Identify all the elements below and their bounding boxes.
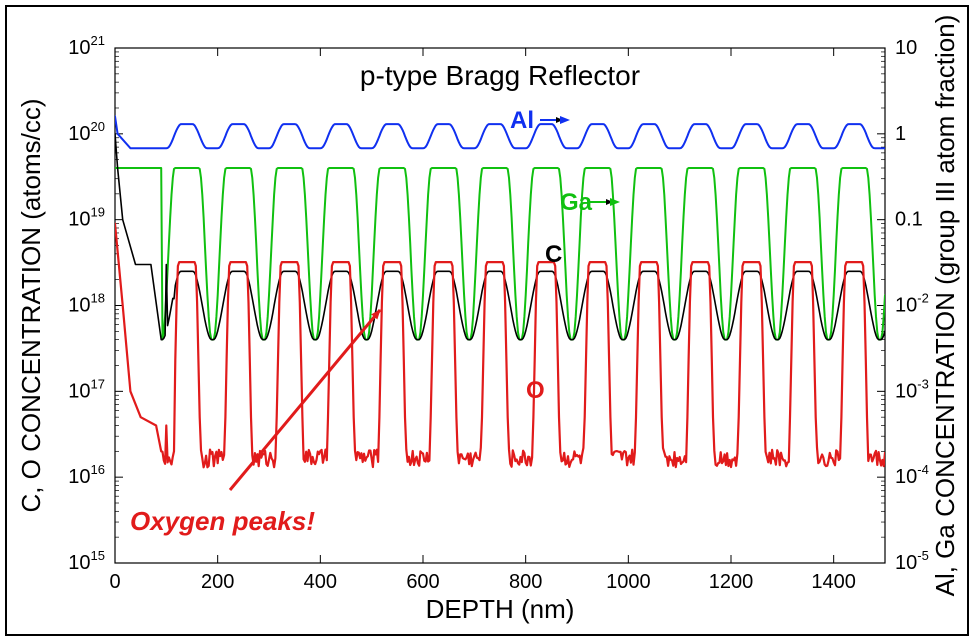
chart-svg: 0 200 400 600 800 1000 1200 1400 DEPTH (nm) 1015 1…	[0, 0, 974, 641]
x-tick-label: 1000	[606, 571, 651, 593]
yr-tick-label: 10	[895, 37, 917, 59]
yr-tick-label: 10-4	[895, 462, 929, 488]
series-label-o: O	[526, 377, 545, 404]
y-right-axis-label: Al, Ga CONCENTRATION (group III atom fra…	[930, 15, 960, 597]
x-tick-label: 1200	[709, 571, 754, 593]
x-tick-label: 1400	[811, 571, 856, 593]
yl-tick-label: 1016	[68, 462, 105, 488]
arrowhead-icon	[610, 198, 620, 206]
x-tick-label: 200	[201, 571, 234, 593]
series-label-ga: Ga	[560, 189, 593, 216]
annotation-text: Oxygen peaks!	[130, 506, 315, 536]
yl-tick-label: 1017	[68, 376, 105, 402]
yl-tick-label: 1021	[68, 33, 105, 59]
x-tick-label: 600	[406, 571, 439, 593]
series-ga	[115, 168, 885, 340]
series-label-c: C	[545, 241, 562, 268]
series-group	[115, 116, 885, 467]
arrowhead-icon	[560, 116, 570, 124]
chart-title: p-type Bragg Reflector	[360, 60, 640, 91]
yl-tick-label: 1019	[68, 205, 105, 231]
yr-tick-label: 10-2	[895, 291, 929, 317]
yl-tick-label: 1018	[68, 291, 105, 317]
yr-tick-label: 1	[895, 123, 906, 145]
series-al	[115, 116, 885, 148]
yl-tick-label: 1020	[68, 119, 105, 145]
annotation-arrow	[230, 310, 380, 490]
x-axis-label: DEPTH (nm)	[426, 594, 575, 624]
x-tick-label: 800	[509, 571, 542, 593]
series-label-al: Al	[510, 107, 534, 134]
yl-tick-label: 1015	[68, 548, 105, 574]
yr-tick-label: 0.1	[895, 209, 923, 231]
x-tick-label: 0	[109, 571, 120, 593]
y-left-axis-label: C, O CONCENTRATION (atoms/cc)	[16, 98, 46, 512]
yr-tick-label: 10-5	[895, 548, 929, 574]
yr-tick-label: 10-3	[895, 376, 929, 402]
x-tick-label: 400	[304, 571, 337, 593]
